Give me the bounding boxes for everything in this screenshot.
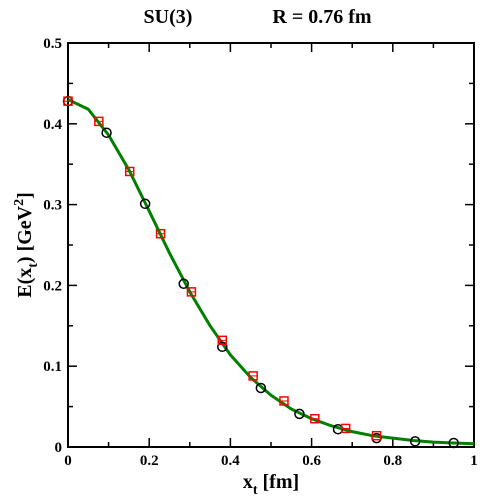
y-axis-title: E(xt) [GeV2] <box>12 192 41 298</box>
x-tick-label: 0 <box>64 453 72 469</box>
data-point-circle <box>217 341 228 353</box>
y-axis-title-post: ] <box>14 192 36 199</box>
x-tick-label: 0.8 <box>383 453 402 469</box>
axis-tick-labels: 0 0.2 0.4 0.6 0.8 1 0 0.1 0.2 0.3 0.4 0.5 <box>43 36 478 469</box>
x-tick-label: 0.4 <box>221 453 240 469</box>
x-axis-title: xt [fm] <box>243 471 299 498</box>
y-tick-label: 0.1 <box>43 359 62 375</box>
fit-curve-line <box>67 98 475 446</box>
y-tick-label: 0.2 <box>43 278 62 294</box>
y-tick-label: 0.5 <box>43 36 62 52</box>
x-tick-label: 0.6 <box>302 453 321 469</box>
fit-curve <box>67 98 475 446</box>
x-axis-title-sub: t <box>253 483 258 498</box>
y-tick-label: 0.3 <box>43 198 62 214</box>
y-axis-title-mid: ) [GeV <box>14 205 36 263</box>
data-point-circle <box>139 198 151 210</box>
plot-frame <box>67 42 475 448</box>
y-axis-title-pre: E(x <box>14 268 36 298</box>
x-tick-label: 1 <box>470 453 478 469</box>
y-axis-title-sup: 2 <box>12 199 27 206</box>
data-point-circle <box>101 127 112 138</box>
x-tick-label: 0.2 <box>140 453 159 469</box>
chart-title-right: R = 0.76 fm <box>272 6 372 28</box>
y-tick-label: 0.4 <box>43 117 62 133</box>
x-axis-title-main: x <box>243 471 253 493</box>
y-axis-title-sub: t <box>26 263 41 268</box>
data-point-circle <box>409 436 421 447</box>
data-point-circle <box>255 382 267 394</box>
data-point-circle <box>294 408 305 420</box>
series-circles <box>62 95 459 449</box>
x-axis-title-rest: [fm] <box>258 471 300 493</box>
data-point-circle <box>332 423 344 435</box>
data-point-circle <box>178 278 189 290</box>
y-tick-label: 0 <box>55 440 63 456</box>
chart-title-left: SU(3) <box>144 6 193 28</box>
data-point-circle <box>448 437 459 449</box>
axis-ticks <box>67 42 475 448</box>
series-squares <box>63 96 382 441</box>
